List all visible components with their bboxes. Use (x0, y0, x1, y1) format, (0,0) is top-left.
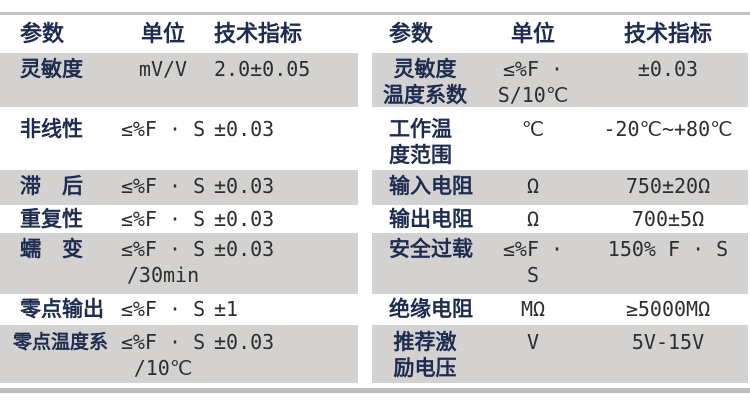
value-cell: ±0.03 (214, 174, 275, 198)
header-value: 技术指标 (214, 22, 303, 47)
value-cell: 5V-15V (631, 330, 705, 354)
unit-cell: Ω (526, 174, 540, 198)
unit-cell: ≤%F · S (120, 117, 206, 141)
header-param: 参数 (389, 22, 434, 47)
table-row: 非线性 ≤%F · S ±0.03 (0, 107, 358, 170)
unit-cell: ≤%F · S (502, 237, 564, 287)
table-row: 输入电阻 Ω 750±20Ω (372, 170, 748, 205)
table-row: 零点温度系 ≤%F · S /10℃ ±0.03 (0, 325, 358, 383)
unit-cell: Ω (526, 207, 540, 231)
value-cell: ±1 (214, 297, 239, 321)
param-cell: 输出电阻 (389, 207, 473, 231)
unit-cell: ≤%F · S (120, 297, 206, 321)
header-unit: 单位 (140, 22, 185, 47)
value-cell: ±0.03 (214, 330, 275, 354)
table-row: 零点输出 ≤%F · S ±1 (0, 294, 358, 325)
param-cell: 安全过载 (389, 237, 473, 261)
table-row: 工作温 度范围 ℃ -20℃~+80℃ (372, 107, 748, 170)
right-spec-table: 参数 单位 技术指标 灵敏度 温度系数 ≤%F · S/10℃ ±0.03 工作… (372, 15, 748, 383)
table-row: 安全过载 ≤%F · S 150% F · S (372, 233, 748, 294)
header-param: 参数 (20, 22, 65, 47)
param-cell: 推荐激 励电压 (393, 330, 457, 380)
left-spec-table: 参数 单位 技术指标 灵敏度 mV/V 2.0±0.05 非线性 ≤%F · S… (0, 15, 358, 383)
unit-cell: ≤%F · S/10℃ (497, 57, 569, 107)
param-cell: 非线性 (20, 117, 83, 141)
unit-cell: MΩ (520, 297, 546, 321)
value-cell: ±0.03 (214, 207, 275, 231)
value-cell: 700±5Ω (631, 207, 705, 231)
unit-cell: ≤%F · S /30min (120, 237, 206, 287)
param-cell: 工作温 度范围 (389, 117, 452, 167)
unit-cell: mV/V (138, 57, 188, 81)
table-header-row: 参数 单位 技术指标 (0, 15, 358, 53)
unit-cell: V (526, 330, 540, 354)
top-divider (0, 12, 750, 15)
value-cell: 2.0±0.05 (214, 57, 311, 81)
table-row: 绝缘电阻 MΩ ≥5000MΩ (372, 294, 748, 325)
param-cell: 滞 后 (20, 174, 83, 198)
param-cell: 蠕 变 (20, 237, 83, 261)
table-row: 蠕 变 ≤%F · S /30min ±0.03 (0, 233, 358, 294)
value-cell: 750±20Ω (625, 174, 711, 198)
table-row: 输出电阻 Ω 700±5Ω (372, 205, 748, 233)
header-unit: 单位 (510, 22, 555, 47)
value-cell: ±0.03 (214, 117, 275, 141)
unit-cell: ≤%F · S (120, 207, 206, 231)
value-cell: ±0.03 (637, 57, 699, 81)
unit-cell: ℃ (521, 117, 545, 141)
param-cell: 输入电阻 (389, 174, 473, 198)
table-row: 推荐激 励电压 V 5V-15V (372, 325, 748, 383)
header-value: 技术指标 (623, 22, 712, 47)
param-cell: 重复性 (20, 207, 83, 231)
value-cell: ≥5000MΩ (625, 297, 711, 321)
param-cell: 零点温度系 (13, 331, 109, 353)
value-cell: ±0.03 (214, 237, 275, 261)
table-header-row: 参数 单位 技术指标 (372, 15, 748, 53)
bottom-divider (0, 388, 750, 393)
table-row: 重复性 ≤%F · S ±0.03 (0, 205, 358, 233)
param-cell: 灵敏度 温度系数 (383, 57, 467, 107)
param-cell: 灵敏度 (20, 57, 83, 81)
table-row: 滞 后 ≤%F · S ±0.03 (0, 170, 358, 205)
table-row: 灵敏度 温度系数 ≤%F · S/10℃ ±0.03 (372, 53, 748, 107)
table-row: 灵敏度 mV/V 2.0±0.05 (0, 53, 358, 107)
value-cell: -20℃~+80℃ (603, 117, 733, 141)
param-cell: 绝缘电阻 (389, 297, 473, 321)
value-cell: 150% F · S (607, 237, 729, 261)
unit-cell: ≤%F · S (120, 174, 206, 198)
param-cell: 零点输出 (20, 297, 104, 321)
unit-cell: ≤%F · S /10℃ (120, 330, 206, 380)
